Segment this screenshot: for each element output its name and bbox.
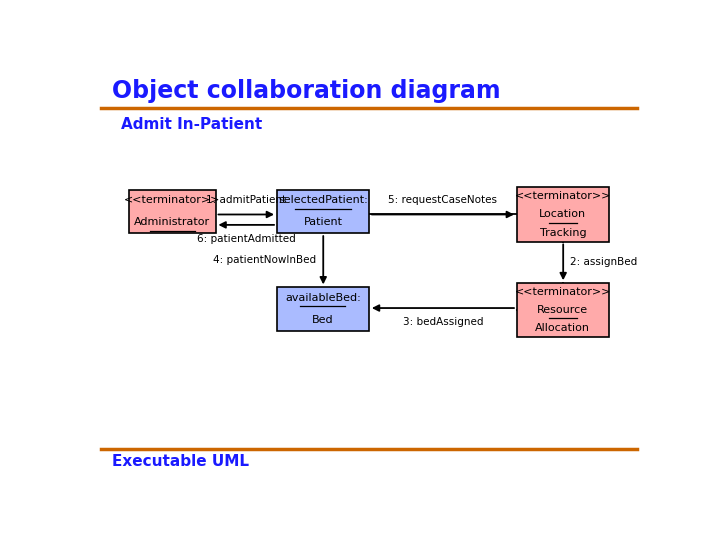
Text: 2: assignBed: 2: assignBed — [570, 257, 637, 267]
Text: <<terminator>>: <<terminator>> — [124, 195, 220, 205]
Text: Resource: Resource — [537, 305, 588, 315]
Text: Allocation: Allocation — [536, 323, 590, 333]
Bar — [517, 283, 609, 337]
Bar — [129, 190, 215, 233]
Text: <<terminator>>: <<terminator>> — [515, 287, 611, 297]
Text: Administrator: Administrator — [134, 217, 210, 227]
Text: Admit In-Patient: Admit In-Patient — [121, 117, 262, 132]
Text: selectedPatient:: selectedPatient: — [278, 195, 368, 205]
Text: <<terminator>>: <<terminator>> — [515, 192, 611, 201]
Text: Executable UML: Executable UML — [112, 454, 249, 469]
Text: 4: patientNowInBed: 4: patientNowInBed — [213, 255, 317, 265]
Bar — [517, 187, 609, 241]
Text: 6: patientAdmitted: 6: patientAdmitted — [197, 234, 296, 244]
Bar — [277, 287, 369, 331]
Text: Bed: Bed — [312, 315, 334, 325]
Text: Tracking: Tracking — [539, 227, 586, 238]
Bar — [277, 190, 369, 233]
Text: availableBed:: availableBed: — [285, 293, 361, 303]
Text: 5: requestCaseNotes: 5: requestCaseNotes — [388, 195, 498, 205]
Text: Patient: Patient — [303, 217, 343, 227]
Text: Object collaboration diagram: Object collaboration diagram — [112, 79, 501, 103]
Text: 3: bedAssigned: 3: bedAssigned — [402, 317, 483, 327]
Text: Location: Location — [539, 210, 587, 219]
Text: 1: admitPatient: 1: admitPatient — [206, 195, 287, 205]
